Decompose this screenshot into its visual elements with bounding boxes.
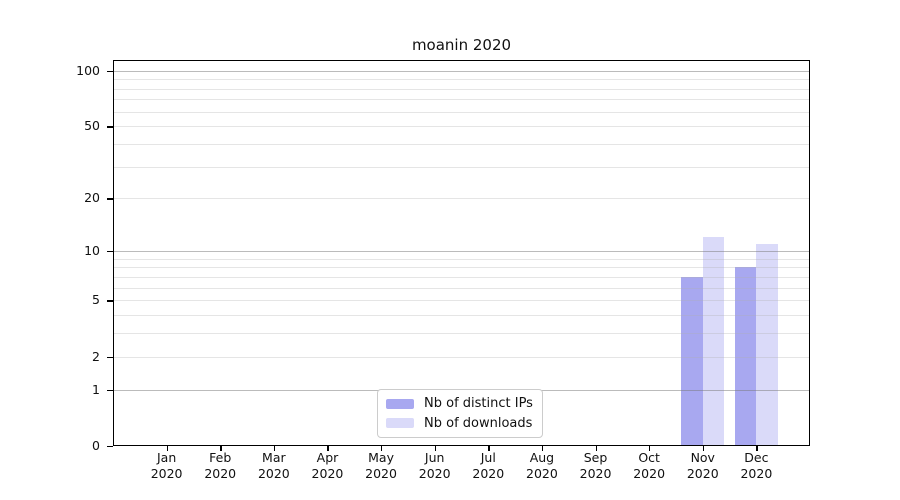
x-tick-month: Apr [316, 450, 339, 465]
legend-label-downloads: Nb of downloads [424, 415, 533, 431]
y-axis-tick [107, 126, 113, 128]
gridline-minor [113, 315, 810, 317]
gridline-minor [113, 88, 810, 90]
y-axis-tick [107, 70, 113, 72]
x-tick-label: Mar 2020 [246, 450, 302, 482]
y-axis-tick [107, 251, 113, 253]
x-axis-tick [649, 446, 651, 451]
y-tick-label: 5 [92, 292, 100, 308]
x-axis-tick [166, 446, 168, 451]
x-axis-tick [702, 446, 705, 451]
x-axis-tick [595, 446, 597, 451]
y-tick-label: 1 [92, 381, 100, 397]
plot-area-border [113, 60, 810, 446]
y-axis-tick [107, 446, 113, 448]
y-axis-tick [107, 198, 113, 200]
gridline-minor [113, 111, 810, 113]
y-tick-label: 2 [92, 348, 100, 364]
bar-downloads-nov [702, 237, 725, 446]
bar-downloads-dec [756, 243, 778, 446]
x-tick-label: Feb 2020 [192, 450, 248, 482]
x-tick-month: Mar [262, 450, 286, 465]
x-axis-tick [488, 446, 490, 451]
gridline-minor [113, 267, 810, 269]
x-tick-year: 2020 [418, 466, 451, 481]
x-tick-label: May 2020 [353, 450, 409, 482]
y-axis-tick [107, 300, 113, 302]
x-tick-year: 2020 [150, 466, 183, 481]
gridline-minor [113, 198, 810, 200]
gridline-major [113, 70, 810, 72]
x-tick-label: Jul 2020 [460, 450, 516, 482]
x-tick-month: Oct [638, 450, 660, 465]
x-tick-label: Sep 2020 [568, 450, 624, 482]
bar-distinct-ips-nov [681, 276, 703, 446]
x-axis-tick [381, 446, 383, 451]
x-tick-month: May [368, 450, 394, 465]
legend-label-distinct-ips: Nb of distinct IPs [424, 396, 533, 412]
x-tick-label: Aug 2020 [514, 450, 570, 482]
x-tick-year: 2020 [740, 466, 773, 481]
y-tick-label: 50 [84, 118, 100, 134]
x-tick-year: 2020 [472, 466, 505, 481]
x-tick-month: Jun [424, 450, 445, 465]
gridline-minor [113, 287, 810, 289]
x-tick-month: Dec [744, 450, 769, 465]
x-tick-label: Dec 2020 [728, 450, 784, 482]
x-axis-tick [434, 446, 436, 451]
gridline-minor [113, 99, 810, 101]
legend: Nb of distinct IPs Nb of downloads [377, 389, 543, 438]
x-tick-label: Nov 2020 [675, 450, 731, 482]
x-tick-year: 2020 [579, 466, 612, 481]
x-tick-month: Jan [156, 450, 177, 465]
x-tick-month: Jul [480, 450, 496, 465]
y-tick-label: 0 [92, 438, 100, 453]
legend-item-distinct-ips: Nb of distinct IPs [378, 395, 542, 412]
x-tick-year: 2020 [686, 466, 719, 481]
x-tick-label: Oct 2020 [621, 450, 677, 482]
x-tick-label: Jun 2020 [407, 450, 463, 482]
gridline-minor [113, 126, 810, 128]
x-tick-label: Jan 2020 [139, 450, 195, 482]
gridline-major [113, 251, 810, 252]
x-tick-month: Feb [209, 450, 232, 465]
gridline-minor [113, 166, 810, 168]
gridline-minor [113, 333, 810, 335]
x-tick-year: 2020 [311, 466, 344, 481]
gridline-minor [113, 276, 810, 278]
chart-title: moanin 2020 [411, 36, 512, 54]
x-tick-year: 2020 [526, 466, 558, 481]
y-axis-tick [107, 389, 113, 391]
gridline-minor [113, 144, 810, 145]
gridline-minor [113, 300, 810, 302]
legend-item-downloads: Nb of downloads [378, 415, 542, 432]
x-tick-year: 2020 [204, 466, 237, 481]
x-axis-tick [327, 446, 329, 451]
legend-swatch-distinct-ips [386, 398, 414, 409]
gridline-minor [113, 79, 810, 81]
x-tick-year: 2020 [257, 466, 290, 481]
gridline-minor [113, 356, 810, 358]
x-tick-month: Aug [529, 450, 555, 465]
x-axis-tick [220, 446, 222, 451]
x-tick-year: 2020 [365, 466, 397, 481]
x-tick-label: Apr 2020 [299, 450, 355, 482]
x-tick-month: Nov [690, 450, 715, 465]
x-tick-month: Sep [583, 450, 608, 465]
y-axis-tick [107, 356, 113, 358]
x-axis-tick [273, 446, 276, 451]
gridline-minor [113, 258, 810, 260]
bar-distinct-ips-dec [734, 267, 757, 446]
x-axis-tick [756, 446, 758, 451]
legend-swatch-downloads [386, 418, 414, 429]
x-axis-tick [541, 446, 544, 451]
y-tick-label: 20 [84, 190, 100, 206]
x-tick-year: 2020 [633, 466, 666, 481]
y-tick-label: 100 [76, 62, 100, 78]
y-tick-label: 10 [84, 243, 100, 258]
